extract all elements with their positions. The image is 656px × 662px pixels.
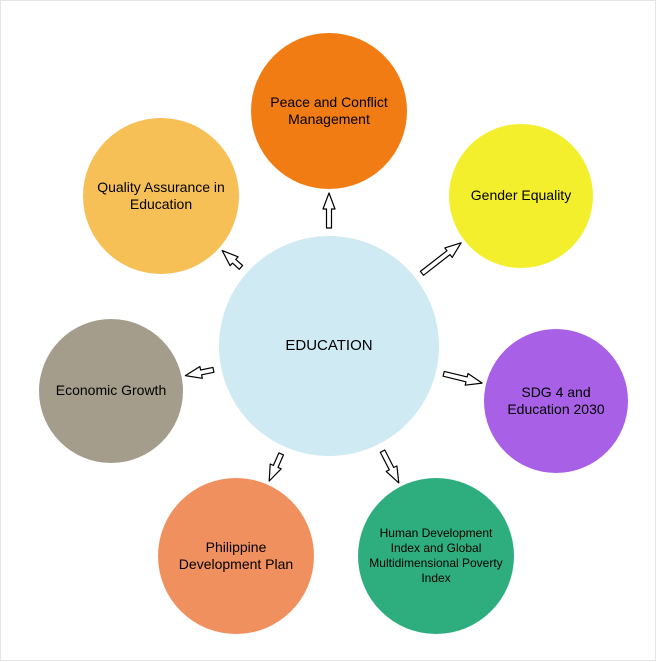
node-label: Peace and Conflict Management [251, 86, 407, 137]
arrow-pdp [269, 453, 283, 481]
node-qa: Quality Assurance in Education [83, 118, 239, 274]
node-label: Human Development Index and Global Multi… [358, 518, 514, 594]
arrow-hdi [380, 450, 399, 483]
center-label: EDUCATION [277, 329, 380, 364]
node-label: Quality Assurance in Education [83, 171, 239, 222]
node-label: Gender Equality [463, 179, 579, 213]
arrow-econ [185, 367, 214, 379]
node-econ: Economic Growth [39, 319, 183, 463]
node-hdi: Human Development Index and Global Multi… [358, 478, 514, 634]
node-peace: Peace and Conflict Management [251, 33, 407, 189]
node-label: Philippine Development Plan [158, 531, 314, 582]
arrow-gender [420, 243, 461, 275]
diagram-canvas: EDUCATION Peace and Conflict Management Ge… [0, 0, 656, 661]
node-gender: Gender Equality [449, 124, 593, 268]
node-label: SDG 4 and Education 2030 [484, 376, 628, 427]
node-label: Economic Growth [48, 374, 174, 408]
center-node: EDUCATION [219, 236, 439, 456]
node-sdg4: SDG 4 and Education 2030 [484, 329, 628, 473]
arrow-sdg4 [443, 371, 482, 385]
arrow-peace [323, 193, 335, 228]
arrow-qa [222, 251, 242, 270]
node-pdp: Philippine Development Plan [158, 478, 314, 634]
